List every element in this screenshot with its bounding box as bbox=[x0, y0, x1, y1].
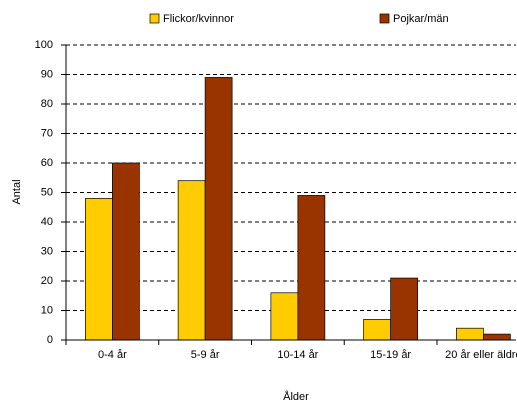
bar bbox=[390, 277, 418, 341]
legend-swatch bbox=[149, 13, 160, 24]
x-tick-label: 20 år eller äldre bbox=[445, 349, 517, 361]
x-axis-label: Ålder bbox=[283, 390, 309, 403]
legend-swatch bbox=[379, 13, 390, 24]
bar bbox=[363, 319, 391, 341]
bar bbox=[85, 198, 113, 341]
y-tick-label: 50 bbox=[41, 186, 53, 198]
y-tick-label: 0 bbox=[47, 334, 53, 346]
bar bbox=[112, 162, 140, 341]
y-tick-label: 10 bbox=[41, 304, 53, 316]
y-tick-label: 100 bbox=[35, 39, 53, 51]
y-axis-label: Antal bbox=[11, 179, 23, 204]
bar bbox=[204, 77, 233, 341]
x-tick-label: 0-4 år bbox=[98, 349, 127, 361]
x-tick-label: 10-14 år bbox=[277, 349, 319, 361]
x-tick-label: 15-19 år bbox=[370, 349, 412, 361]
bar bbox=[270, 292, 299, 341]
y-tick-label: 60 bbox=[41, 157, 53, 169]
y-tick-label: 80 bbox=[41, 98, 53, 110]
bar bbox=[483, 333, 511, 341]
y-tick-label: 30 bbox=[41, 245, 53, 257]
y-tick-label: 40 bbox=[41, 216, 53, 228]
legend-label: Pojkar/män bbox=[393, 13, 449, 25]
bar bbox=[456, 327, 484, 341]
y-tick-label: 90 bbox=[41, 68, 53, 80]
bar bbox=[297, 195, 326, 341]
y-tick-label: 70 bbox=[41, 127, 53, 139]
y-tick-label: 20 bbox=[41, 275, 53, 287]
x-tick-label: 5-9 år bbox=[190, 349, 220, 361]
legend-label: Flickor/kvinnor bbox=[163, 13, 234, 25]
bar bbox=[177, 180, 206, 341]
